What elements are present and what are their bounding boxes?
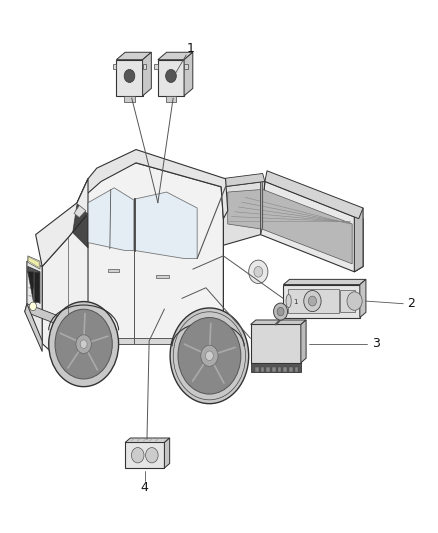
Circle shape xyxy=(249,260,268,284)
Polygon shape xyxy=(25,304,75,330)
Polygon shape xyxy=(261,181,359,272)
Polygon shape xyxy=(134,198,135,251)
Polygon shape xyxy=(28,256,40,269)
Circle shape xyxy=(29,302,36,311)
Polygon shape xyxy=(283,285,360,318)
Polygon shape xyxy=(73,204,88,248)
Text: 4: 4 xyxy=(141,481,149,494)
Polygon shape xyxy=(301,320,306,363)
Circle shape xyxy=(178,318,241,394)
Polygon shape xyxy=(158,60,184,96)
Circle shape xyxy=(277,308,284,316)
Polygon shape xyxy=(251,363,301,372)
Polygon shape xyxy=(255,367,258,372)
Polygon shape xyxy=(360,279,366,318)
Polygon shape xyxy=(42,213,88,368)
Circle shape xyxy=(308,296,317,306)
Circle shape xyxy=(201,345,218,366)
Circle shape xyxy=(254,266,263,277)
Polygon shape xyxy=(228,189,352,264)
Polygon shape xyxy=(283,367,287,372)
Polygon shape xyxy=(125,442,164,468)
Polygon shape xyxy=(25,304,42,352)
Polygon shape xyxy=(125,438,170,442)
Polygon shape xyxy=(154,64,158,69)
Polygon shape xyxy=(272,367,276,372)
Polygon shape xyxy=(28,272,33,302)
Polygon shape xyxy=(64,338,223,344)
Polygon shape xyxy=(221,173,265,187)
Polygon shape xyxy=(251,325,301,363)
Circle shape xyxy=(55,309,112,379)
Polygon shape xyxy=(77,150,228,219)
Polygon shape xyxy=(155,275,169,278)
Polygon shape xyxy=(77,163,223,344)
Polygon shape xyxy=(88,188,134,251)
Polygon shape xyxy=(124,96,135,102)
Circle shape xyxy=(205,351,213,361)
Circle shape xyxy=(131,448,144,463)
Polygon shape xyxy=(265,171,363,219)
Polygon shape xyxy=(354,219,363,272)
Circle shape xyxy=(124,69,135,83)
Polygon shape xyxy=(223,181,265,245)
Polygon shape xyxy=(117,52,151,60)
Polygon shape xyxy=(34,272,39,302)
Polygon shape xyxy=(143,52,151,96)
Circle shape xyxy=(80,340,87,349)
Circle shape xyxy=(274,303,288,320)
Polygon shape xyxy=(261,179,263,235)
Circle shape xyxy=(49,302,119,386)
Polygon shape xyxy=(288,289,339,313)
Polygon shape xyxy=(340,290,356,312)
Circle shape xyxy=(347,292,362,310)
Polygon shape xyxy=(354,208,363,272)
Circle shape xyxy=(76,335,92,353)
Circle shape xyxy=(304,290,321,312)
Polygon shape xyxy=(166,96,176,102)
Polygon shape xyxy=(28,266,40,304)
Polygon shape xyxy=(143,64,146,69)
Polygon shape xyxy=(283,279,366,285)
Polygon shape xyxy=(251,320,306,325)
Text: 1: 1 xyxy=(187,42,194,55)
Polygon shape xyxy=(164,438,170,468)
Circle shape xyxy=(166,69,177,83)
Polygon shape xyxy=(113,64,117,69)
Polygon shape xyxy=(28,257,39,268)
Polygon shape xyxy=(184,52,193,96)
Text: 3: 3 xyxy=(372,337,380,350)
Text: 1: 1 xyxy=(293,299,298,305)
Polygon shape xyxy=(266,367,270,372)
Polygon shape xyxy=(158,52,193,60)
Polygon shape xyxy=(289,367,293,372)
Polygon shape xyxy=(27,261,42,344)
Polygon shape xyxy=(261,367,264,372)
Polygon shape xyxy=(117,60,143,96)
Polygon shape xyxy=(35,179,88,266)
Circle shape xyxy=(170,308,249,403)
Polygon shape xyxy=(74,205,86,217)
Circle shape xyxy=(145,448,158,463)
Ellipse shape xyxy=(286,294,291,308)
Polygon shape xyxy=(108,269,119,272)
Polygon shape xyxy=(135,192,197,259)
Text: 2: 2 xyxy=(407,297,415,310)
Polygon shape xyxy=(278,367,281,372)
Text: 2: 2 xyxy=(313,299,317,305)
Polygon shape xyxy=(295,367,298,372)
Polygon shape xyxy=(184,64,187,69)
